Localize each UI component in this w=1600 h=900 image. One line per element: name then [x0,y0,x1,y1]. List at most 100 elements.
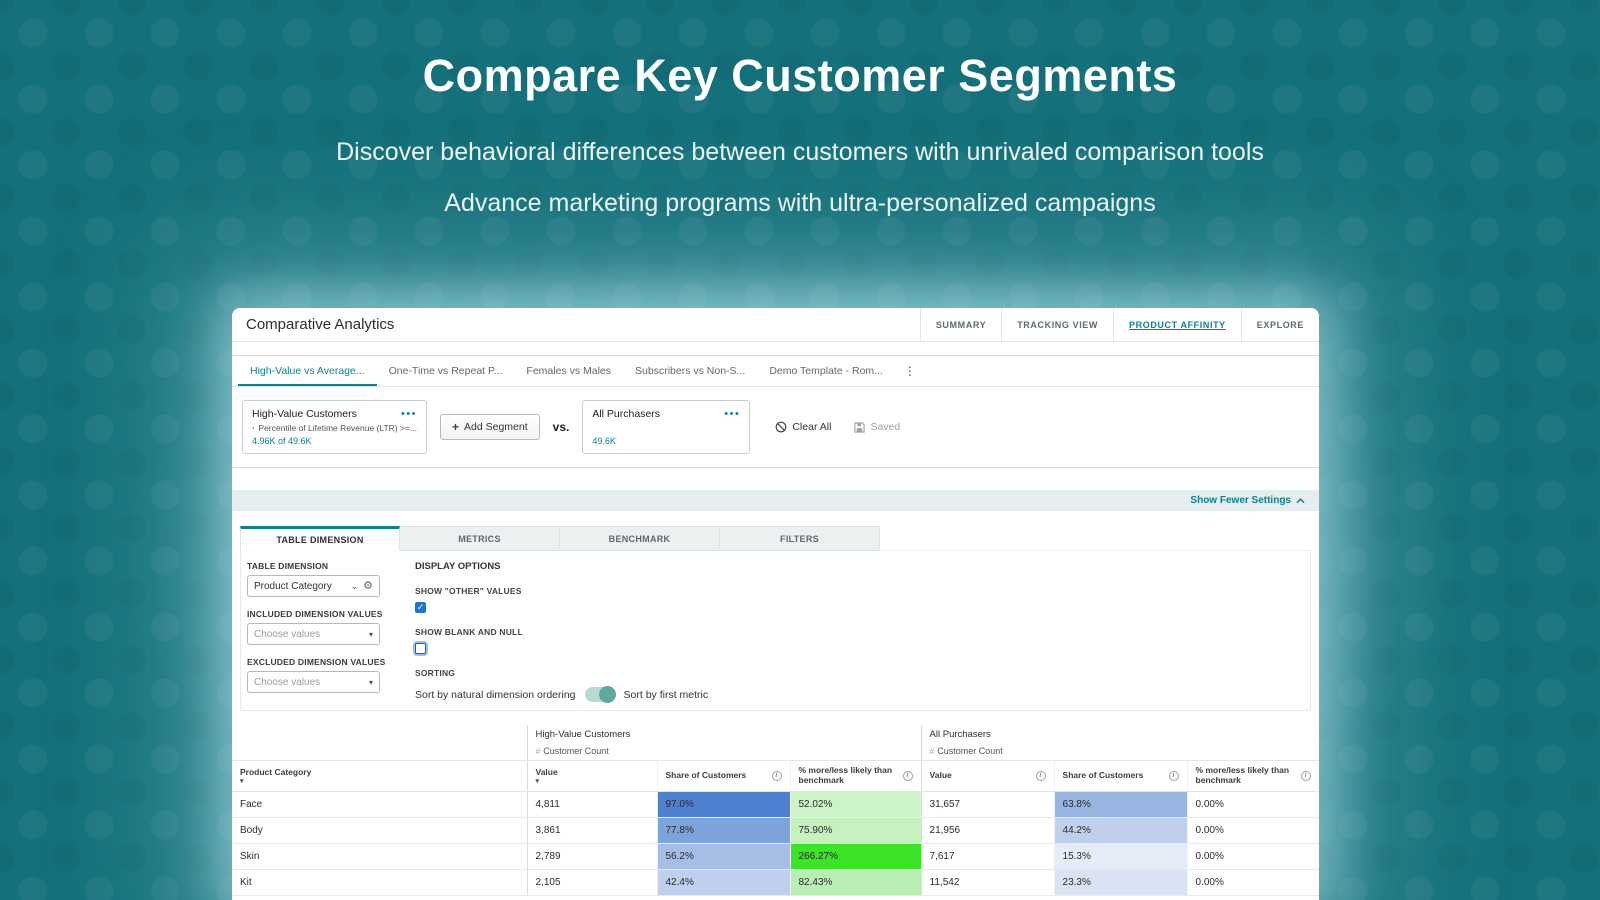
settings-toolbar: Show Fewer Settings [232,490,1319,511]
show-blank-checkbox[interactable] [415,643,426,654]
table-row: Kit 2,105 42.4% 82.43% 11,542 23.3% 0.00% [232,869,1319,896]
segment-count-link[interactable]: 49.6K [592,436,616,446]
display-options-title: DISPLAY OPTIONS [415,561,501,572]
segment-name: High-Value Customers [252,408,357,420]
show-other-checkbox[interactable]: ✓ [415,602,426,613]
app-nav: SUMMARY TRACKING VIEW PRODUCT AFFINITY E… [919,308,1319,341]
tab-benchmark[interactable]: BENCHMARK [560,526,720,551]
hash-icon: # [929,746,935,757]
sort-first-metric-label: Sort by first metric [623,688,709,701]
tab-metrics[interactable]: METRICS [400,526,560,551]
clear-all-label: Clear All [792,421,832,433]
included-values-select[interactable]: Choose values ▾ [247,623,380,645]
vs-label: vs. [552,420,570,434]
clear-all-icon [775,421,787,433]
table-row: Body 3,861 77.8% 75.90% 21,956 44.2% 0.00% [232,817,1319,844]
excluded-values-label: EXCLUDED DIMENSION VALUES [247,657,386,667]
col-header-share-right[interactable]: Share of Customers i [1054,760,1188,792]
col-header-benchmark-left[interactable]: % more/less likely than benchmark i [790,760,922,792]
info-icon[interactable]: i [902,770,913,781]
table-row: Skin 2,789 56.2% 266.27% 7,617 15.3% 0.00% [232,843,1319,870]
tab-table-dimension[interactable]: TABLE DIMENSION [240,526,400,551]
segment-card-left[interactable]: High-Value Customers ••• Percentile of L… [242,400,427,454]
table-cell: 75.90% [790,817,922,844]
more-tabs-icon[interactable]: ⋮ [903,364,916,378]
included-values-label: INCLUDED DIMENSION VALUES [247,609,383,619]
settings-tabs-filler [880,526,1311,551]
info-icon[interactable]: i [771,770,782,781]
col-header-product-category[interactable]: Product Category ▾ [232,760,528,792]
table-cell: 0.00% [1187,791,1319,818]
table-dimension-label: TABLE DIMENSION [247,561,329,571]
nav-summary[interactable]: SUMMARY [919,308,1001,341]
table-dimension-select[interactable]: Product Category ⌄ ⚙ [247,575,380,597]
metric-header-row: # Customer Count # Customer Count [232,743,1319,761]
col-header-value-right[interactable]: Value i [921,760,1055,792]
row-category-cell: Skin [232,843,528,870]
nav-product-affinity[interactable]: PRODUCT AFFINITY [1113,308,1241,341]
group-header-empty [232,725,527,743]
excluded-values-select[interactable]: Choose values ▾ [247,671,380,693]
table-cell: 266.27% [790,843,922,870]
table-row: Face 4,811 97.0% 52.02% 31,657 63.8% 0.00% [232,791,1319,818]
saved-status[interactable]: Saved [854,421,900,433]
table-cell: 11,542 [921,869,1055,896]
gear-icon[interactable]: ⚙ [363,579,373,592]
column-header-row: Product Category ▾ Value ▾ Share of Custom… [232,760,1319,792]
page-title: Compare Key Customer Segments [422,50,1178,101]
info-icon[interactable]: i [1035,770,1046,781]
add-segment-label: Add Segment [464,421,528,433]
show-other-label: SHOW "OTHER" VALUES [415,586,522,596]
sort-caret-icon: ▾ [240,778,244,785]
table-cell: 0.00% [1187,817,1319,844]
metric-header-left: # Customer Count [526,743,922,761]
group-header-row: High-Value Customers All Purchasers [232,725,1319,743]
hero-subtitle-2: Advance marketing programs with ultra-pe… [444,189,1156,217]
table-cell: 0.00% [1187,843,1319,870]
sort-toggle[interactable] [584,686,616,703]
segment-row: High-Value Customers ••• Percentile of L… [232,387,1319,467]
add-segment-button[interactable]: + Add Segment [440,414,540,440]
chevron-up-icon [1296,497,1305,503]
tab-females-vs-males[interactable]: Females vs Males [526,365,612,377]
sorting-controls: Sort by natural dimension ordering Sort … [415,686,709,703]
table-cell: 7,617 [921,843,1055,870]
nav-explore[interactable]: EXPLORE [1240,308,1319,341]
tab-one-time-vs-repeat[interactable]: One-Time vs Repeat P... [388,365,503,377]
segment-card-right[interactable]: All Purchasers ••• 49.6K [582,400,751,454]
row-category-cell: Kit [232,869,528,896]
segment-count-link[interactable]: 4.96K of 49.6K [252,436,312,446]
toggle-knob [598,686,616,703]
col-header-share-left[interactable]: Share of Customers i [657,760,791,792]
col-header-value-left[interactable]: Value ▾ [527,760,658,792]
info-icon[interactable]: i [1168,770,1179,781]
hash-icon: # [535,746,541,757]
segment-name: All Purchasers [592,408,661,420]
tab-demo-template[interactable]: Demo Template - Rom... [769,365,883,377]
tab-filters[interactable]: FILTERS [720,526,880,551]
sorting-label: SORTING [415,668,456,678]
metric-header-right: # Customer Count [920,743,1319,761]
app-header: Comparative Analytics SUMMARY TRACKING V… [232,308,1319,342]
info-icon[interactable]: i [1300,770,1311,781]
table-cell: 63.8% [1054,791,1188,818]
settings-body: TABLE DIMENSION Product Category ⌄ ⚙ INC… [240,551,1311,711]
table-cell: 0.00% [1187,869,1319,896]
clear-all-button[interactable]: Clear All [775,421,831,433]
tab-subscribers-vs-non[interactable]: Subscribers vs Non-S... [635,365,746,377]
settings-tabs: TABLE DIMENSION METRICS BENCHMARK FILTER… [240,526,1311,551]
hero-section: Compare Key Customer Segments Discover b… [0,0,1600,218]
table-cell: 52.02% [790,791,922,818]
table-cell: 23.3% [1054,869,1188,896]
table-body: Face 4,811 97.0% 52.02% 31,657 63.8% 0.00% Body… [232,791,1319,896]
tab-high-value-vs-average[interactable]: High-Value vs Average... [238,356,377,386]
show-fewer-settings-link[interactable]: Show Fewer Settings [1190,495,1305,506]
segment-filter-text: Percentile of Lifetime Revenue (LTR) >=.… [258,423,417,433]
excluded-values-placeholder: Choose values [254,676,321,688]
table-dimension-value: Product Category [254,580,332,592]
segment-menu-icon[interactable]: ••• [400,407,417,420]
table-cell: 15.3% [1054,843,1188,870]
nav-tracking-view[interactable]: TRACKING VIEW [1001,308,1113,341]
col-header-benchmark-right[interactable]: % more/less likely than benchmark i [1187,760,1319,792]
segment-menu-icon[interactable]: ••• [724,407,741,420]
